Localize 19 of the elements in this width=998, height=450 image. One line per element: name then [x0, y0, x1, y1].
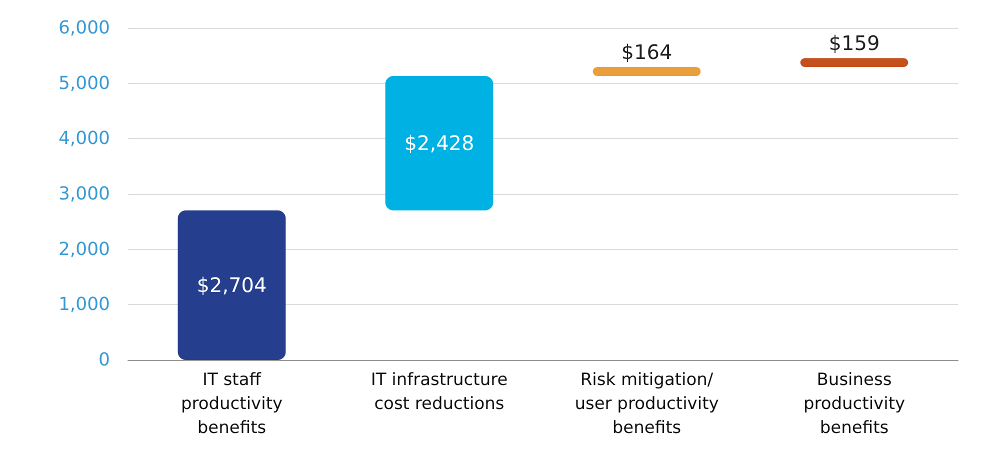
y-tick-label: 1,000: [58, 294, 110, 316]
y-tick-label: 3,000: [58, 184, 110, 204]
y-tick-label: 2,000: [58, 238, 110, 260]
bar: [592, 66, 701, 76]
bar: [800, 58, 908, 67]
bar: [178, 210, 286, 360]
data-label: $159: [828, 31, 880, 56]
x-tick-label: Business productivity benefits: [803, 370, 906, 438]
y-tick-label: 6,000: [58, 18, 110, 38]
y-tick-label: 5,000: [58, 72, 110, 94]
bar: [385, 76, 494, 210]
y-tick-label: 4,000: [58, 128, 110, 150]
x-tick-label: IT infrastructure cost reductions: [370, 370, 508, 414]
data-label: $164: [621, 40, 672, 64]
y-tick-label: 0: [98, 350, 110, 370]
x-tick-label: Risk mitigation/ user productivity benefits: [574, 370, 719, 438]
data-label: $2,428: [404, 131, 474, 156]
data-label: $2,704: [196, 273, 267, 298]
x-tick-label: IT staff productivity benefits: [180, 370, 283, 438]
